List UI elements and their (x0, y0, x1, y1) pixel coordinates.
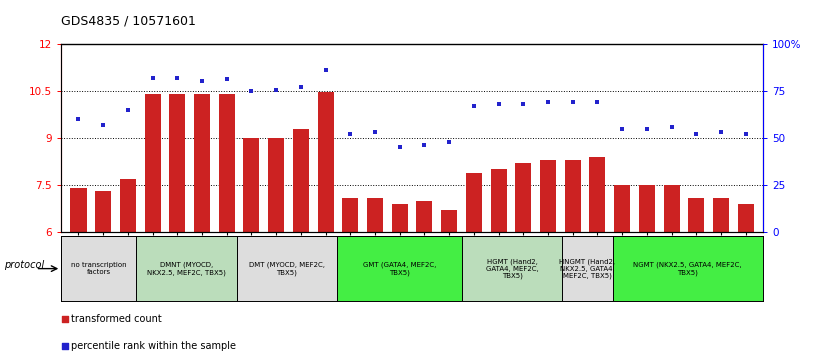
Point (96, 122, 109, 128)
Point (319, 67, 332, 73)
Bar (614, 185, 630, 232)
Point (591, 99, 604, 105)
Point (492, 101, 505, 107)
Bar (540, 160, 556, 232)
Bar (738, 204, 754, 232)
Bar (136, 236, 237, 301)
Text: GDS4835 / 10571601: GDS4835 / 10571601 (61, 15, 196, 28)
Bar (462, 236, 562, 301)
Bar (95, 191, 111, 232)
Text: NGMT (NKX2.5, GATA4, MEF2C,
TBX5): NGMT (NKX2.5, GATA4, MEF2C, TBX5) (633, 262, 742, 276)
Point (542, 99, 555, 105)
Text: protocol: protocol (4, 260, 44, 270)
Bar (515, 163, 531, 232)
Point (517, 101, 530, 107)
Bar (169, 94, 185, 232)
Bar (441, 210, 457, 232)
Bar (337, 236, 462, 301)
Text: DMT (MYOCD, MEF2C,
TBX5): DMT (MYOCD, MEF2C, TBX5) (249, 262, 325, 276)
Text: transformed count: transformed count (71, 314, 162, 323)
Point (220, 77, 233, 82)
Bar (639, 185, 655, 232)
Text: DMNT (MYOCD,
NKX2.5, MEF2C, TBX5): DMNT (MYOCD, NKX2.5, MEF2C, TBX5) (147, 262, 226, 276)
Point (146, 75, 159, 81)
Bar (562, 236, 613, 301)
Point (641, 126, 654, 131)
Point (196, 78, 209, 84)
Bar (243, 138, 259, 232)
Point (615, 126, 628, 131)
Point (665, 124, 678, 130)
Bar (688, 198, 704, 232)
Bar (613, 236, 763, 301)
Point (690, 131, 703, 137)
Bar (589, 157, 605, 232)
Point (715, 129, 728, 135)
Point (418, 143, 431, 148)
Bar (367, 198, 383, 232)
Point (344, 131, 357, 137)
Bar (317, 92, 334, 232)
Text: HGMT (Hand2,
GATA4, MEF2C,
TBX5): HGMT (Hand2, GATA4, MEF2C, TBX5) (486, 258, 539, 279)
Bar (565, 160, 581, 232)
Point (295, 84, 308, 90)
Point (369, 129, 382, 135)
Bar (466, 172, 482, 232)
Bar (293, 129, 309, 232)
Point (171, 75, 184, 81)
Bar (416, 201, 432, 232)
Bar (663, 185, 680, 232)
Point (269, 87, 282, 93)
Text: percentile rank within the sample: percentile rank within the sample (71, 341, 236, 351)
Bar (713, 198, 729, 232)
Bar (237, 236, 337, 301)
Text: GMT (GATA4, MEF2C,
TBX5): GMT (GATA4, MEF2C, TBX5) (363, 262, 437, 276)
Point (566, 99, 579, 105)
Bar (144, 94, 161, 232)
Point (122, 107, 135, 113)
Point (58, 343, 71, 348)
Point (245, 88, 258, 94)
Point (442, 139, 455, 144)
Bar (194, 94, 210, 232)
Point (58, 315, 71, 322)
Bar (219, 94, 235, 232)
Bar (268, 138, 284, 232)
Bar (490, 170, 507, 232)
Point (739, 131, 752, 137)
Point (468, 103, 481, 109)
Bar (61, 236, 136, 301)
Bar (70, 188, 86, 232)
Point (72, 116, 85, 122)
Point (393, 144, 406, 150)
Text: no transcription
factors: no transcription factors (71, 262, 126, 275)
Bar (120, 179, 136, 232)
Bar (392, 204, 408, 232)
Bar (342, 198, 358, 232)
Text: HNGMT (Hand2,
NKX2.5, GATA4,
MEF2C, TBX5): HNGMT (Hand2, NKX2.5, GATA4, MEF2C, TBX5… (560, 258, 615, 279)
